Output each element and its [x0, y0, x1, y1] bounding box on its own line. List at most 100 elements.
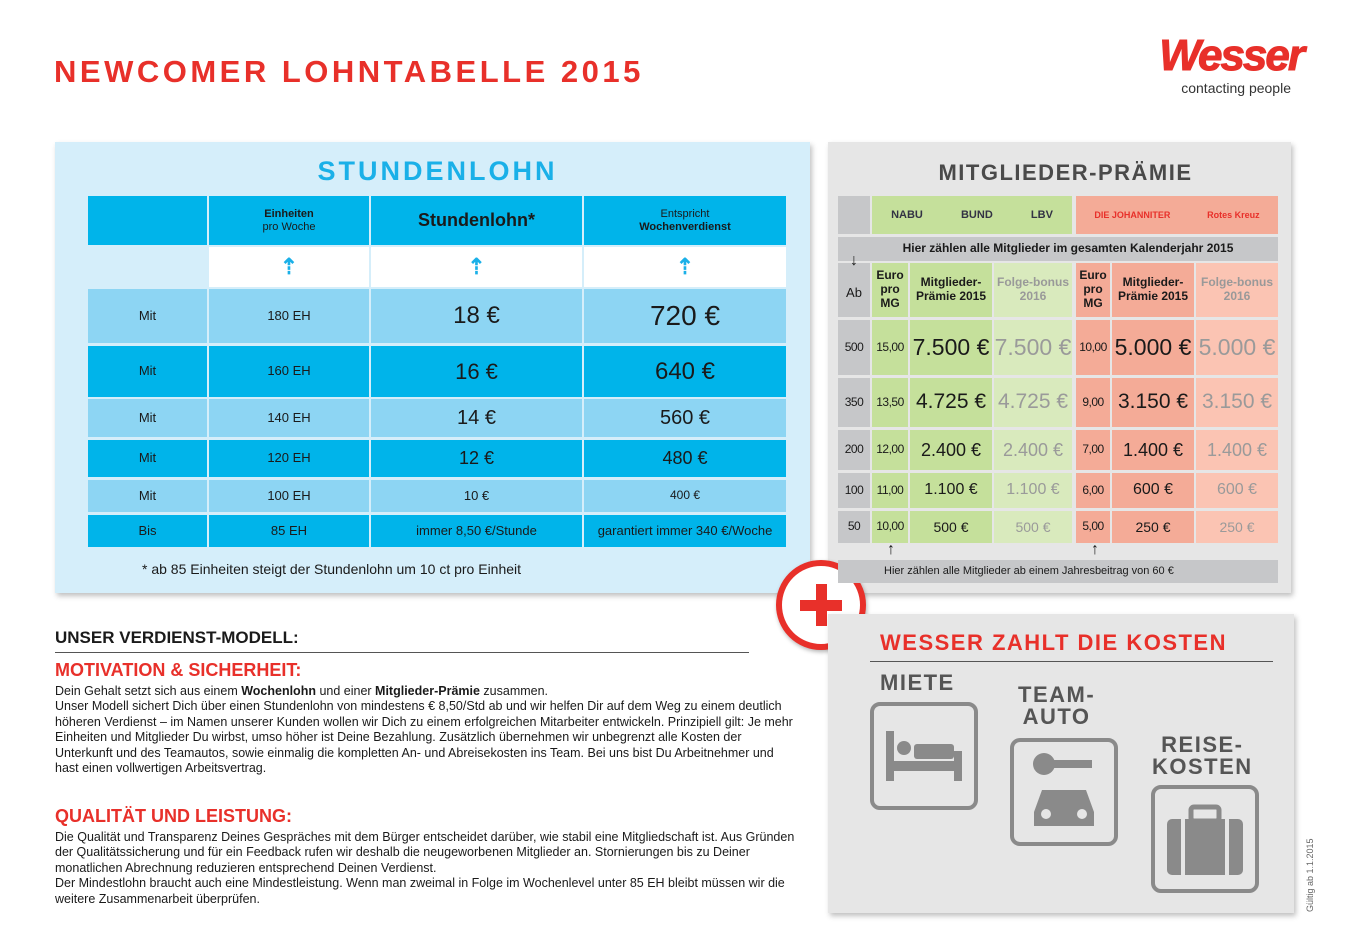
row-r_fb: 250 € — [1196, 511, 1278, 543]
arrow-up-icon: ↑ — [1091, 540, 1099, 558]
row-g_fb: 500 € — [994, 511, 1072, 543]
row-ab: 500 — [838, 320, 870, 375]
row-units: 180 EH — [209, 289, 369, 343]
row-g_fb: 4.725 € — [994, 378, 1072, 427]
row-g_pr: 2.400 € — [910, 430, 992, 470]
row-g_euro: 13,50 — [872, 378, 908, 427]
logo-bund: BUND — [960, 208, 993, 221]
header-folge: Folge-bonus 2016 — [994, 263, 1072, 317]
row-units: 140 EH — [209, 399, 369, 437]
row-weekly: 480 € — [584, 440, 786, 477]
row-g_euro: 10,00 — [872, 511, 908, 543]
kosten-panel: WESSER ZAHLT DIE KOSTEN MIETE TEAM- AUTO … — [828, 614, 1294, 913]
row-r_euro: 9,00 — [1076, 378, 1110, 427]
calendar-note: Hier zählen alle Mitglieder im gesamten … — [838, 237, 1278, 261]
row-units: 120 EH — [209, 440, 369, 477]
qualitaet-text: Die Qualität und Transparenz Deines Gesp… — [55, 830, 795, 906]
row-g_fb: 1.100 € — [994, 473, 1072, 508]
row-r_euro: 6,00 — [1076, 473, 1110, 508]
row-r_fb: 3.150 € — [1196, 378, 1278, 427]
suitcase-icon — [1151, 785, 1259, 893]
row-weekly: 560 € — [584, 399, 786, 437]
row-units: 160 EH — [209, 346, 369, 397]
arrow-up-icon: ⇡ — [371, 247, 582, 287]
logo-cell — [838, 196, 870, 234]
header-einheiten: Einheiten pro Woche — [209, 196, 369, 245]
arrow-down-icon: ↓ — [850, 251, 858, 269]
row-ab: 200 — [838, 430, 870, 470]
motivation-text: Dein Gehalt setzt sich aus einem Wochenl… — [55, 684, 793, 776]
year-note: Hier zählen alle Mitglieder ab einem Jah… — [838, 560, 1278, 583]
header-praemie: Mitglieder-Prämie 2015 — [1112, 263, 1194, 317]
row-g_euro: 12,00 — [872, 430, 908, 470]
header-stundenlohn: Stundenlohn* — [371, 196, 582, 245]
car-key-icon — [1010, 738, 1118, 846]
row-label: Mit — [88, 480, 207, 512]
row-g_fb: 7.500 € — [994, 320, 1072, 375]
bed-icon — [870, 702, 978, 810]
header-euro: Euro pro MG — [872, 263, 908, 317]
row-g_euro: 11,00 — [872, 473, 908, 508]
praemie-title: MITGLIEDER-PRÄMIE — [938, 160, 1193, 185]
row-units: 85 EH — [209, 515, 369, 547]
row-r_euro: 5,00 — [1076, 511, 1110, 543]
row-units: 100 EH — [209, 480, 369, 512]
row-r_fb: 5.000 € — [1196, 320, 1278, 375]
logo-partner: DIE JOHANNITER — [1094, 209, 1171, 220]
stundenlohn-title: STUNDENLOHN — [317, 156, 558, 186]
partner-logos-green: NABU BUND LBV — [872, 196, 1072, 234]
row-rate: immer 8,50 €/Stunde — [371, 515, 582, 547]
row-g_pr: 7.500 € — [910, 320, 992, 375]
row-rate: 18 € — [371, 289, 582, 343]
footnote: * ab 85 Einheiten steigt der Stundenlohn… — [142, 561, 522, 577]
row-g_pr: 1.100 € — [910, 473, 992, 508]
header-folge: Folge-bonus 2016 — [1196, 263, 1278, 317]
row-g_pr: 500 € — [910, 511, 992, 543]
row-r_pr: 1.400 € — [1112, 430, 1194, 470]
page-title: NEWCOMER LOHNTABELLE 2015 — [54, 54, 644, 89]
row-weekly: 400 € — [584, 480, 786, 512]
logo-lbv: LBV — [1030, 208, 1053, 221]
miete-label: MIETE — [880, 670, 955, 695]
header-cell — [88, 196, 207, 245]
kosten-title: WESSER ZAHLT DIE KOSTEN — [880, 630, 1227, 655]
row-r_pr: 600 € — [1112, 473, 1194, 508]
row-label: Mit — [88, 440, 207, 477]
validity-note: Gültig ab 1.1.2015 — [1305, 838, 1315, 912]
qualitaet-heading: QUALITÄT UND LEISTUNG: — [55, 806, 292, 826]
row-label: Mit — [88, 346, 207, 397]
row-r_euro: 7,00 — [1076, 430, 1110, 470]
header-praemie: Mitglieder-Prämie 2015 — [910, 263, 992, 317]
row-ab: 350 — [838, 378, 870, 427]
arrow-up-icon: ↑ — [887, 540, 895, 558]
divider — [55, 652, 749, 653]
row-ab: 100 — [838, 473, 870, 508]
teamauto-label: TEAM- AUTO — [1018, 682, 1096, 729]
row-rate: 14 € — [371, 399, 582, 437]
row-r_pr: 250 € — [1112, 511, 1194, 543]
row-weekly: 720 € — [584, 289, 786, 343]
row-g_euro: 15,00 — [872, 320, 908, 375]
row-weekly: 640 € — [584, 346, 786, 397]
arrow-up-icon: ⇡ — [209, 247, 369, 287]
logo-nabu: NABU — [891, 208, 923, 221]
row-label: Mit — [88, 399, 207, 437]
row-r_pr: 5.000 € — [1112, 320, 1194, 375]
modell-heading: UNSER VERDIENST-MODELL: — [55, 628, 299, 647]
row-rate: 10 € — [371, 480, 582, 512]
reisekosten-label: REISE- KOSTEN — [1152, 732, 1253, 779]
row-r_fb: 600 € — [1196, 473, 1278, 508]
row-g_pr: 4.725 € — [910, 378, 992, 427]
row-label: Bis — [88, 515, 207, 547]
motivation-heading: MOTIVATION & SICHERHEIT: — [55, 660, 302, 680]
arrow-up-icon: ⇡ — [584, 247, 786, 287]
row-label: Mit — [88, 289, 207, 343]
partner-logos-red: DIE JOHANNITER Rotes Kreuz — [1076, 196, 1278, 234]
row-rate: 16 € — [371, 346, 582, 397]
header-euro: Euro pro MG — [1076, 263, 1110, 317]
row-ab: 50 — [838, 511, 870, 543]
header-verdienst: Entspricht Wochenverdienst — [584, 196, 786, 245]
row-r_pr: 3.150 € — [1112, 378, 1194, 427]
row-r_euro: 10,00 — [1076, 320, 1110, 375]
header-ab: Ab — [838, 263, 870, 317]
